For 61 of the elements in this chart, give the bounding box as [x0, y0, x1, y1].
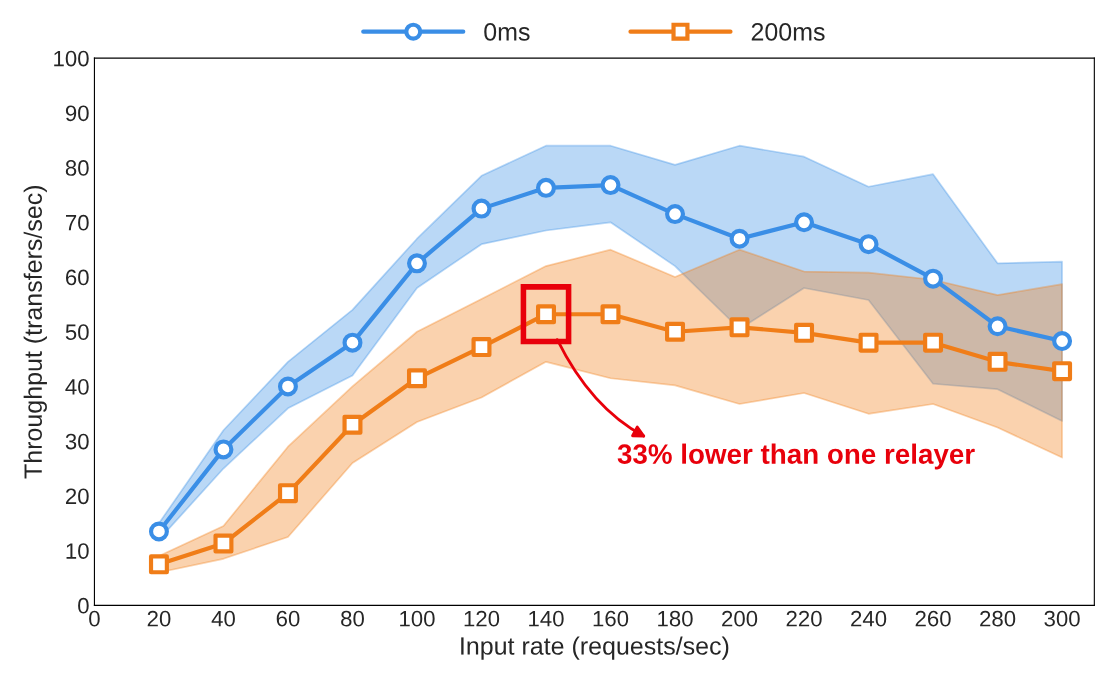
x-tick-label: 220 — [786, 610, 822, 627]
point — [600, 304, 621, 325]
x-tick-label: 80 — [341, 610, 364, 627]
x-tick-label: 280 — [980, 610, 1016, 627]
point — [1052, 331, 1073, 352]
y-tick-label: 60 — [65, 269, 89, 286]
point — [858, 234, 879, 255]
point — [277, 376, 298, 397]
x-tick-label: 140 — [529, 610, 564, 627]
point — [471, 337, 492, 358]
point — [148, 554, 169, 575]
y-tick-label: 20 — [65, 488, 89, 505]
x-tick-label: 180 — [658, 610, 693, 627]
x-tick-label: 300 — [1044, 610, 1080, 627]
legend-label: 0ms — [484, 23, 530, 41]
x-tick-label: 120 — [464, 610, 500, 627]
point — [794, 212, 815, 233]
point — [665, 321, 686, 342]
x-tick-label: 0 — [89, 610, 100, 627]
point — [213, 439, 234, 460]
point — [729, 228, 750, 249]
x-tick-label: 260 — [915, 610, 951, 627]
y-tick-label: 100 — [54, 50, 89, 67]
point — [923, 268, 944, 289]
y-tick-label: 30 — [65, 433, 89, 450]
y-tick-label: 80 — [65, 160, 89, 176]
y-tick-label: 40 — [65, 378, 89, 395]
legend-label: 200ms — [751, 23, 825, 41]
point — [987, 351, 1008, 372]
x-tick-label: 200 — [722, 610, 758, 627]
point — [148, 521, 169, 542]
y-tick-label: 90 — [65, 105, 89, 122]
point — [858, 332, 879, 353]
x-tick-label: 40 — [211, 610, 235, 627]
x-tick-label: 240 — [851, 610, 887, 627]
point — [600, 175, 621, 196]
point — [1052, 361, 1073, 382]
point — [406, 253, 427, 274]
x-tick-label: 60 — [276, 610, 300, 627]
y-tick-label: 50 — [65, 324, 89, 341]
y-tick-label: 10 — [66, 543, 89, 559]
point — [923, 332, 944, 353]
x-tick-label: 160 — [593, 610, 629, 627]
point — [342, 414, 363, 435]
point — [406, 368, 427, 389]
y-tick-label: 70 — [66, 214, 89, 231]
point — [213, 533, 234, 554]
x-tick-label: 100 — [400, 610, 435, 627]
y-tick-label: 0 — [78, 597, 89, 614]
point — [665, 204, 686, 225]
x-axis-title: Input rate (requests/sec) — [461, 636, 729, 660]
point — [342, 332, 363, 353]
point — [987, 316, 1008, 337]
point — [277, 483, 298, 504]
y-axis-title: Throughput (transfers/sec) — [23, 186, 47, 479]
x-tick-label: 20 — [147, 610, 171, 627]
annotation: 33% lower than one relayer — [617, 443, 975, 470]
point — [729, 317, 750, 338]
point — [471, 198, 492, 219]
point — [535, 177, 557, 198]
point — [794, 322, 815, 343]
